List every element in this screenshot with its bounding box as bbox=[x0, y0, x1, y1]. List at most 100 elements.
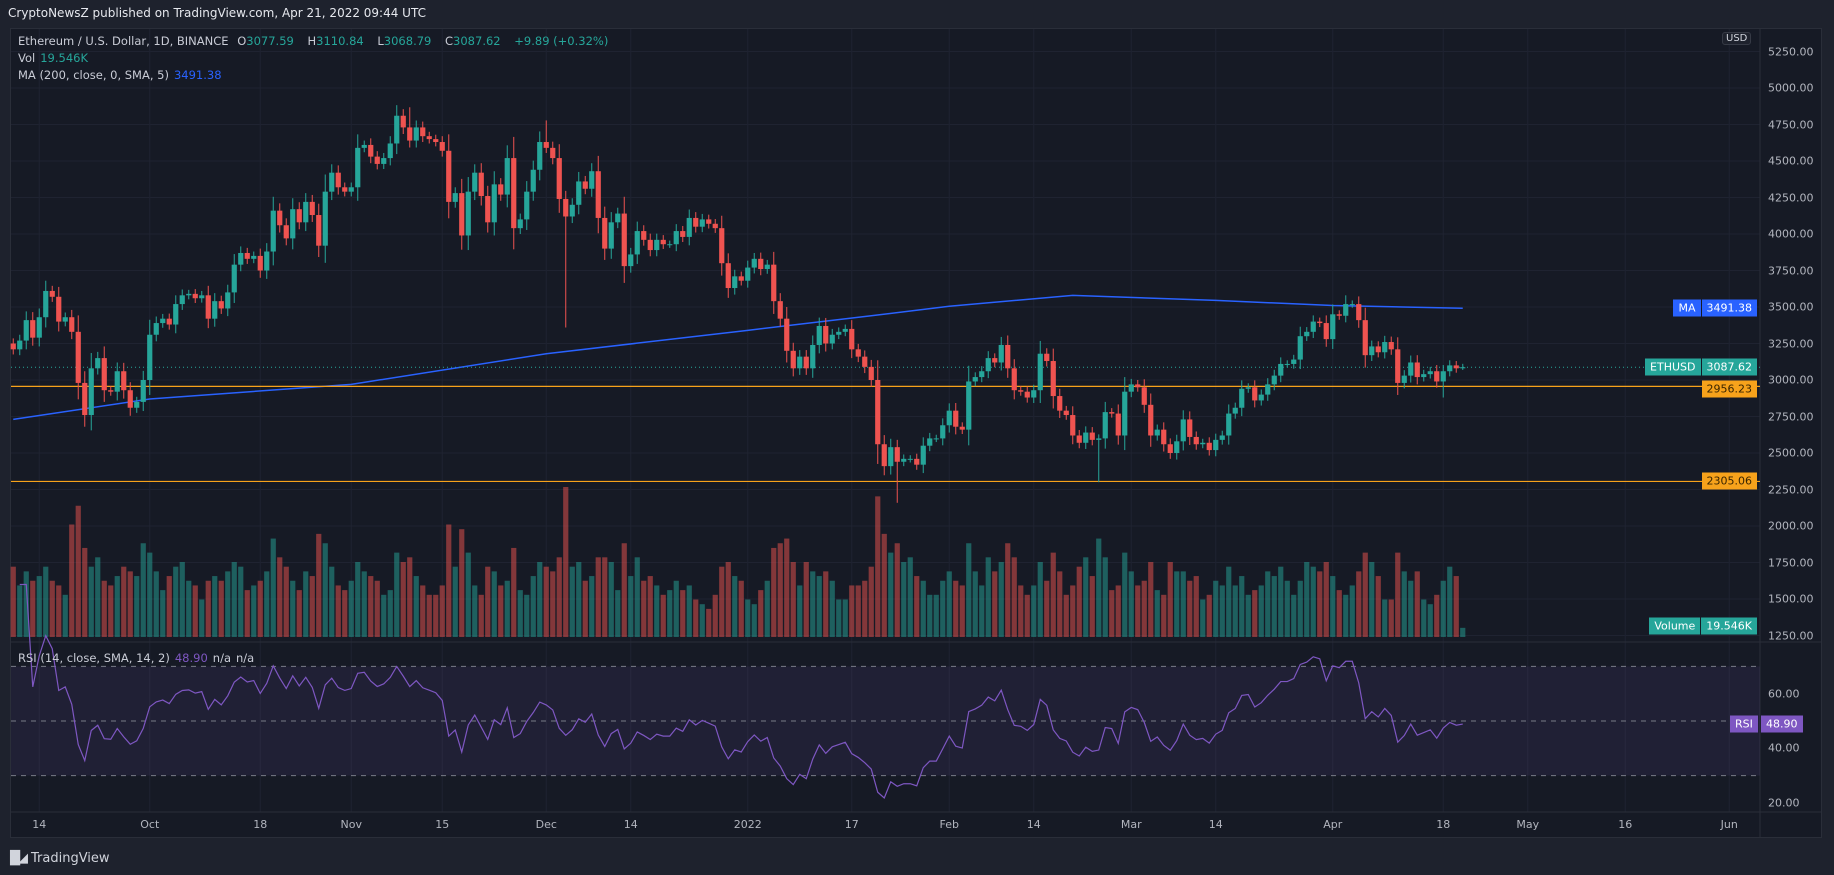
volume-bar bbox=[933, 594, 939, 637]
candle-body bbox=[1304, 331, 1310, 337]
volume-bar bbox=[485, 566, 491, 637]
volume-bar bbox=[1031, 585, 1037, 637]
candle-body bbox=[1011, 368, 1017, 391]
candle-body bbox=[160, 318, 166, 324]
candle-body bbox=[1297, 336, 1303, 360]
volume-bar bbox=[914, 576, 920, 637]
ma-badge: MA 3491.38 bbox=[1673, 299, 1757, 317]
volume-bar bbox=[1356, 571, 1362, 637]
price-tick-label: 5000.00 bbox=[1768, 81, 1814, 95]
candle-body bbox=[660, 239, 666, 245]
volume-bar bbox=[582, 580, 588, 637]
candle-body bbox=[1245, 387, 1251, 389]
price-tick-label: 1500.00 bbox=[1768, 592, 1814, 606]
volume-bar bbox=[309, 576, 315, 637]
candle-body bbox=[17, 340, 23, 350]
candle-body bbox=[537, 142, 543, 170]
chart-panel[interactable] bbox=[10, 28, 1822, 838]
time-tick-label: 14 bbox=[1208, 818, 1223, 831]
candle-body bbox=[1005, 344, 1011, 369]
volume-bar bbox=[244, 590, 250, 637]
candle-body bbox=[36, 317, 42, 338]
candle-body bbox=[1362, 320, 1368, 356]
volume-bar bbox=[1447, 566, 1453, 637]
candle-body bbox=[764, 264, 770, 270]
candle-body bbox=[433, 139, 439, 143]
volume-bar bbox=[901, 562, 907, 637]
time-tick-label: May bbox=[1516, 818, 1540, 831]
candle-body bbox=[205, 295, 211, 319]
candle-body bbox=[894, 447, 900, 462]
candle-body bbox=[82, 382, 88, 416]
candle-body bbox=[927, 438, 933, 446]
volume-bar bbox=[1096, 538, 1102, 637]
volume-bar bbox=[1265, 571, 1271, 637]
volume-bar bbox=[30, 580, 36, 637]
open-value: 3077.59 bbox=[246, 34, 294, 48]
candle-body bbox=[933, 438, 939, 440]
volume-bar bbox=[543, 566, 549, 637]
volume-bar bbox=[1083, 557, 1089, 637]
volume-bar bbox=[725, 562, 731, 637]
currency-button[interactable]: USD bbox=[1722, 32, 1752, 45]
candle-body bbox=[413, 127, 419, 141]
volume-bar bbox=[556, 557, 562, 637]
candle-body bbox=[368, 144, 374, 157]
volume-bar bbox=[1388, 599, 1394, 637]
volume-bar bbox=[1141, 580, 1147, 637]
candle-body bbox=[1070, 415, 1076, 436]
candle-body bbox=[140, 380, 146, 402]
candle-body bbox=[127, 390, 133, 408]
volume-bar bbox=[225, 571, 231, 637]
candle-body bbox=[244, 252, 250, 259]
candle-body bbox=[192, 293, 198, 299]
volume-bar bbox=[23, 571, 29, 637]
volume-bar bbox=[348, 580, 354, 637]
volume-bar bbox=[1375, 576, 1381, 637]
volume-bar bbox=[829, 580, 835, 637]
candle-body bbox=[517, 219, 523, 229]
volume-bar bbox=[712, 594, 718, 637]
volume-bar bbox=[758, 590, 764, 637]
candle-body bbox=[621, 213, 627, 267]
candle-body bbox=[95, 358, 101, 369]
candle-body bbox=[1018, 390, 1024, 392]
volume-bar bbox=[62, 594, 68, 637]
candle-body bbox=[1226, 413, 1232, 436]
candle-body bbox=[985, 358, 991, 372]
tradingview-logo[interactable]: █◢ TradingView bbox=[10, 851, 110, 866]
volume-bar bbox=[1174, 571, 1180, 637]
symbol-legend: Ethereum / U.S. Dollar, 1D, BINANCE O307… bbox=[18, 34, 613, 48]
candle-body bbox=[1434, 371, 1440, 382]
candle-body bbox=[1148, 404, 1154, 436]
volume-bar bbox=[1323, 562, 1329, 637]
candle-body bbox=[810, 344, 816, 369]
volume-bar bbox=[823, 571, 829, 637]
candle-body bbox=[686, 217, 692, 237]
volume-bar bbox=[667, 590, 673, 637]
candle-body bbox=[836, 331, 842, 335]
candle-body bbox=[173, 304, 179, 325]
volume-bar bbox=[784, 538, 790, 637]
candle-body bbox=[238, 252, 244, 265]
volume-bar bbox=[1018, 585, 1024, 637]
candle-body bbox=[283, 225, 289, 239]
candle-body bbox=[114, 371, 120, 392]
candle-body bbox=[862, 356, 868, 367]
time-tick-label: 18 bbox=[253, 818, 268, 831]
candle-body bbox=[1349, 304, 1355, 306]
volume-bar bbox=[699, 604, 705, 637]
candle-body bbox=[1083, 432, 1089, 443]
candle-body bbox=[329, 172, 335, 192]
candle-body bbox=[784, 318, 790, 351]
candle-body bbox=[953, 410, 959, 427]
price-tick-label: 4250.00 bbox=[1768, 191, 1814, 204]
candle-body bbox=[1453, 365, 1459, 369]
volume-bar bbox=[1304, 562, 1310, 637]
candle-body bbox=[1388, 342, 1394, 350]
rsi-legend-label: RSI (14, close, SMA, 14, 2) bbox=[18, 651, 170, 665]
volume-bar bbox=[953, 580, 959, 637]
volume-bar bbox=[966, 543, 972, 637]
candle-body bbox=[842, 328, 848, 332]
